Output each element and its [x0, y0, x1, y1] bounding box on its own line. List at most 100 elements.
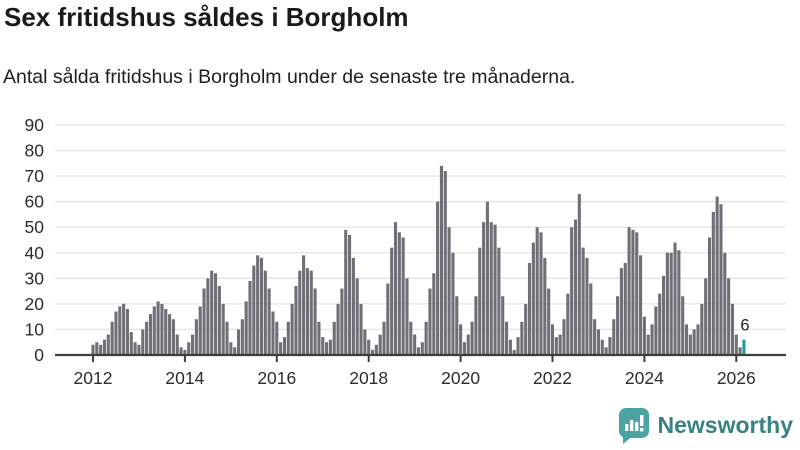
- bar: [596, 329, 600, 355]
- bar: [681, 296, 685, 355]
- bar: [527, 263, 532, 355]
- bar: [466, 334, 470, 355]
- bar: [141, 329, 145, 355]
- bar: [263, 270, 267, 355]
- bar: [183, 349, 187, 355]
- bar: [734, 334, 738, 355]
- bar: [439, 165, 444, 355]
- bar: [133, 342, 137, 355]
- y-tick-label: 60: [25, 192, 45, 212]
- y-tick-label: 80: [25, 141, 45, 161]
- bar: [99, 344, 103, 355]
- bar: [118, 306, 122, 355]
- bar: [240, 319, 244, 355]
- bar: [508, 339, 512, 355]
- x-tick-label: 2018: [349, 368, 388, 388]
- bar: [332, 321, 336, 355]
- bar: [321, 337, 325, 355]
- bar: [585, 257, 589, 355]
- bar: [351, 257, 355, 355]
- bar: [531, 242, 535, 355]
- bar: [309, 270, 313, 355]
- x-tick-label: 2014: [165, 368, 204, 388]
- y-tick-label: 20: [25, 294, 45, 314]
- bar: [723, 252, 727, 355]
- x-tick-label: 2024: [625, 368, 664, 388]
- bar: [661, 275, 666, 355]
- bar: [478, 247, 482, 355]
- bar: [428, 288, 432, 355]
- bar: [271, 311, 275, 355]
- bar: [711, 211, 715, 355]
- bar: [390, 247, 394, 355]
- bar: [259, 257, 264, 355]
- y-tick-label: 70: [25, 166, 45, 186]
- bar: [485, 201, 489, 355]
- x-tick-label: 2022: [533, 368, 572, 388]
- bar: [305, 268, 309, 355]
- bar: [451, 252, 455, 355]
- bar: [340, 288, 344, 355]
- bar: [550, 324, 555, 355]
- bar: [581, 247, 585, 355]
- bar: [156, 301, 160, 355]
- bar: [424, 321, 428, 355]
- bar: [547, 288, 551, 355]
- bar: [562, 319, 566, 355]
- bar: [520, 321, 524, 355]
- bar: [627, 227, 631, 355]
- bar: [382, 321, 386, 355]
- y-tick-label: 90: [25, 115, 45, 135]
- bar: [359, 303, 363, 355]
- bar: [658, 293, 662, 355]
- bar: [447, 227, 451, 355]
- y-tick-label: 10: [25, 319, 45, 339]
- bar: [535, 227, 539, 355]
- bar: [600, 339, 604, 355]
- bar: [738, 347, 742, 355]
- bar: [378, 334, 382, 355]
- bar: [213, 273, 218, 355]
- bar: [279, 342, 283, 355]
- bar: [639, 255, 643, 355]
- bar: [493, 224, 497, 355]
- bar: [233, 347, 237, 355]
- last-value-label: 6: [740, 317, 749, 335]
- bar: [604, 347, 608, 355]
- chart-subtitle: Antal sålda fritidshus i Borgholm under …: [3, 66, 576, 88]
- bar: [616, 296, 620, 355]
- y-tick-label: 40: [25, 243, 45, 263]
- brand-name: Newsworthy: [657, 412, 793, 438]
- bar: [512, 349, 516, 355]
- bar: [175, 334, 179, 355]
- y-tick-label: 0: [34, 345, 44, 365]
- bar: [443, 171, 447, 355]
- newsworthy-logo-icon: [617, 407, 651, 444]
- bar: [145, 321, 149, 355]
- bar: [336, 303, 340, 355]
- bar: [348, 234, 352, 355]
- bar: [642, 316, 646, 355]
- bar: [171, 319, 175, 355]
- bar: [290, 303, 294, 355]
- x-tick-label: 2016: [257, 368, 296, 388]
- chart-title: Sex fritidshus såldes i Borgholm: [4, 2, 409, 32]
- bar: [715, 196, 719, 355]
- bar: [650, 324, 654, 355]
- bar: [558, 334, 562, 355]
- bar: [267, 288, 271, 355]
- bar: [367, 339, 371, 355]
- bar: [688, 334, 692, 355]
- bar: [589, 283, 593, 355]
- bar: [217, 286, 221, 355]
- bar: [328, 339, 332, 355]
- x-tick-label: 2012: [74, 368, 113, 388]
- bar: [700, 303, 704, 355]
- bar: [248, 280, 252, 355]
- bar: [244, 301, 248, 355]
- y-tick-label: 50: [25, 217, 45, 237]
- bar: [325, 342, 329, 355]
- bar: [91, 344, 95, 355]
- bar: [497, 247, 501, 355]
